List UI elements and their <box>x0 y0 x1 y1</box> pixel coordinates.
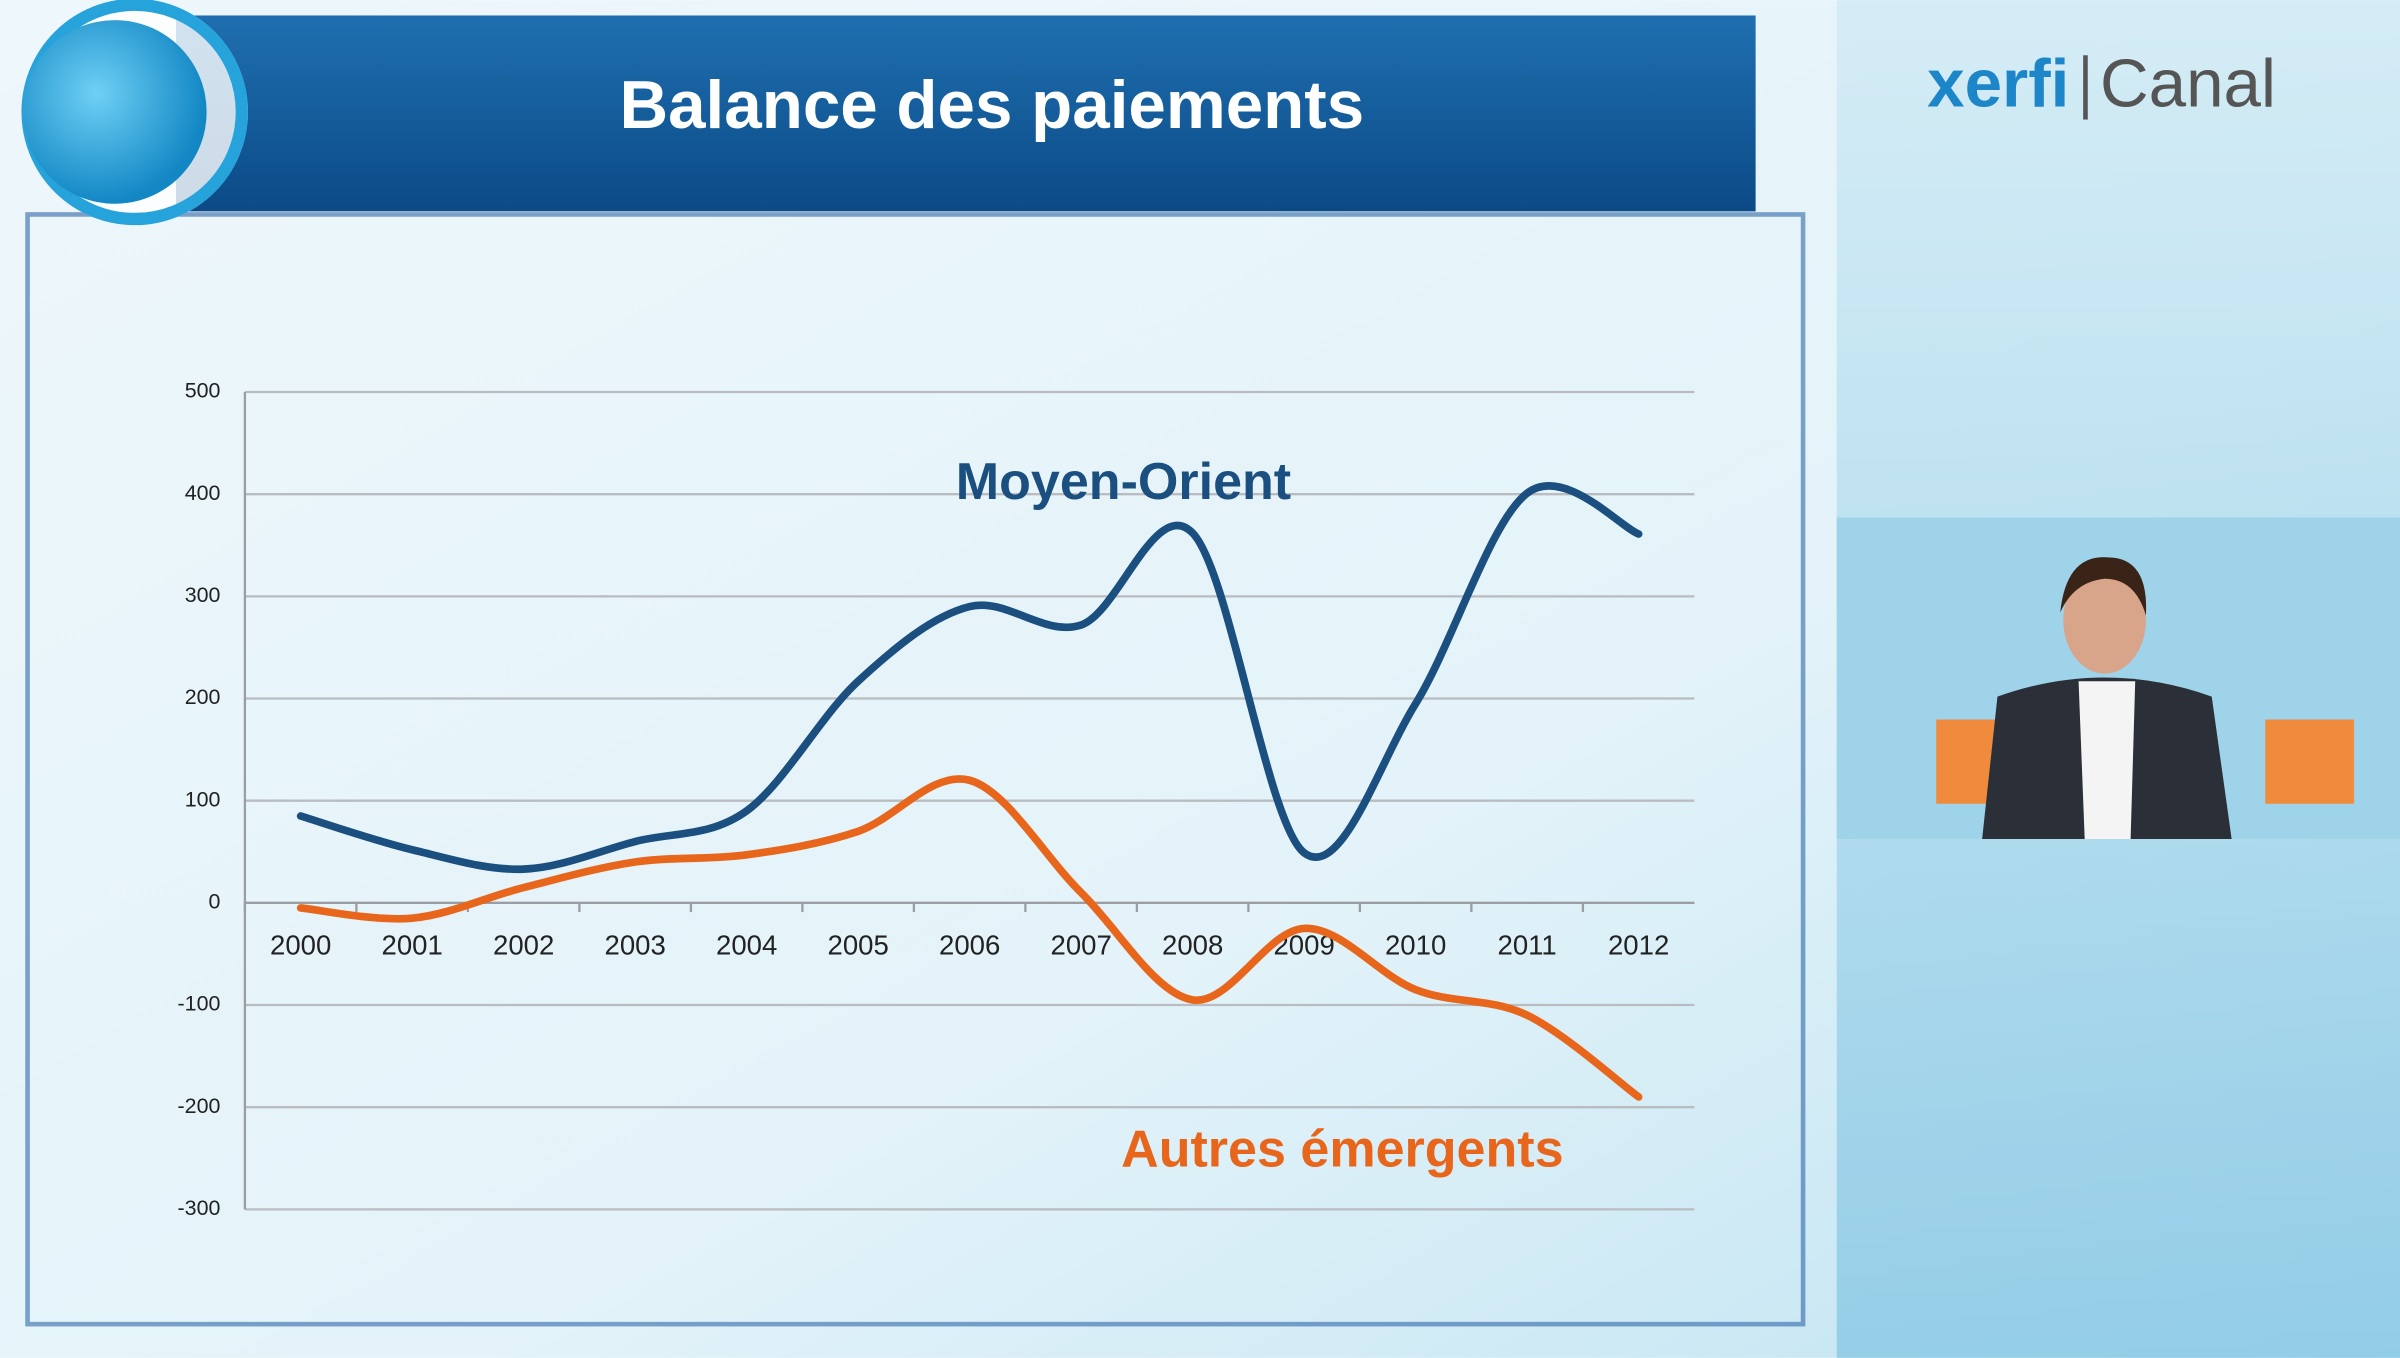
x-tick-label: 2008 <box>1162 930 1223 961</box>
x-tick-label: 2007 <box>1051 930 1112 961</box>
presenter-hair <box>2060 557 2147 616</box>
plot: -300 -200 -100 0 100 200 300 400 500 2000 2001 2002… <box>178 379 1695 1220</box>
y-tick-label: 100 <box>185 787 221 811</box>
x-tick-label: 2006 <box>939 930 1000 961</box>
title-bar <box>176 15 1756 212</box>
presenter-shirt <box>2078 681 2136 839</box>
x-tick-label: 2005 <box>828 930 889 961</box>
brand-name: xerfi <box>1927 47 2069 122</box>
frame <box>25 212 1806 1327</box>
x-tick-label: 2001 <box>382 930 443 961</box>
y-tick-label: 300 <box>185 583 221 607</box>
inset-note <box>1936 719 1998 804</box>
presenter-head <box>2063 566 2146 674</box>
series-line <box>296 482 1643 874</box>
y-tick-label: 500 <box>185 379 221 403</box>
legend-label: Autres émergents <box>1121 1120 1563 1178</box>
series-line <box>296 775 1643 1101</box>
y-tick-label: 0 <box>209 890 221 914</box>
chart-title: Balance des paiements <box>619 68 1364 143</box>
legend-label: Moyen-Orient <box>956 453 1291 511</box>
inset-note <box>2265 719 2355 804</box>
brand-channel: Canal <box>2100 47 2276 122</box>
y-tick-label: 400 <box>185 481 221 505</box>
x-tick-label: 2011 <box>1498 930 1557 961</box>
x-tick-label: 2010 <box>1385 930 1446 961</box>
x-tick-label: 2003 <box>605 930 666 961</box>
y-tick-label: -300 <box>178 1196 221 1220</box>
y-tick-label: 200 <box>185 685 221 709</box>
x-tick-label: 2000 <box>270 930 331 961</box>
ball <box>22 20 207 204</box>
x-tick-label: 2004 <box>716 930 777 961</box>
y-tick-label: -200 <box>178 1094 221 1118</box>
x-tick-label: 2002 <box>493 930 554 961</box>
x-tick-label: 2012 <box>1608 930 1669 961</box>
y-tick-label: -100 <box>178 992 221 1016</box>
brand-separator <box>2083 55 2088 120</box>
